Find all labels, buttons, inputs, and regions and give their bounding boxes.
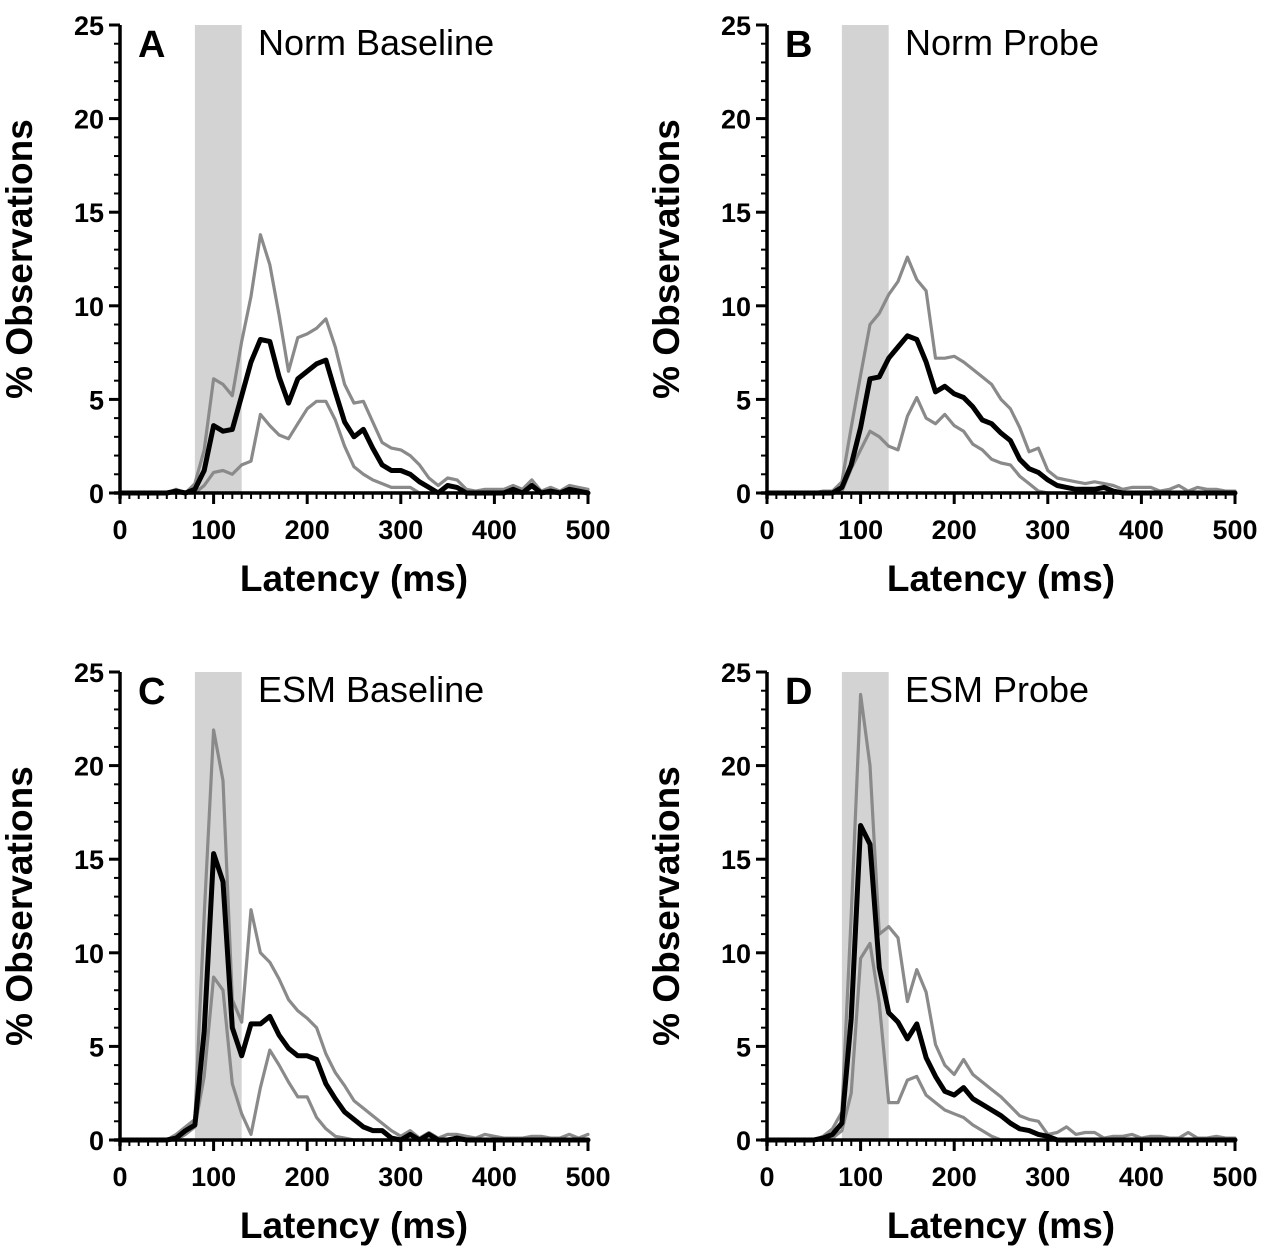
x-tick-label: 100 <box>838 1162 883 1192</box>
x-axis-title: Latency (ms) <box>887 558 1115 599</box>
panel-a: 0 100 200 300 400 500 0 5 10 15 20 25 Latency (ms) % … <box>0 11 611 599</box>
panel-d: 0 100 200 300 400 500 0 5 10 15 20 25 Latency (ms) % … <box>646 658 1258 1246</box>
series-line-lower <box>118 975 590 1142</box>
y-tick-label: 25 <box>74 11 104 41</box>
y-tick-label: 15 <box>721 845 751 875</box>
x-tick-label: 100 <box>191 515 236 545</box>
y-tick-label: 15 <box>74 845 104 875</box>
x-tick-label: 500 <box>565 1162 610 1192</box>
y-tick-label: 25 <box>721 658 751 688</box>
x-tick-label: 300 <box>1025 515 1070 545</box>
x-tick-label: 400 <box>472 1162 517 1192</box>
panel-title: ESM Baseline <box>258 669 484 710</box>
x-tick-label: 300 <box>1025 1162 1070 1192</box>
x-tick-label: 100 <box>838 515 883 545</box>
y-tick-label: 20 <box>74 105 104 135</box>
x-tick-label: 0 <box>112 1162 127 1192</box>
series-line-upper <box>765 692 1237 1142</box>
x-tick-label: 100 <box>191 1162 236 1192</box>
x-tick-label: 500 <box>1212 1162 1257 1192</box>
x-tick-label: 200 <box>932 1162 977 1192</box>
y-tick-label: 10 <box>721 292 751 322</box>
series-line-upper <box>765 255 1237 495</box>
panel-b: 0 100 200 300 400 500 0 5 10 15 20 25 Latency (ms) % … <box>646 11 1258 599</box>
series-line-upper <box>118 233 590 495</box>
y-tick-label: 25 <box>74 658 104 688</box>
y-tick-label: 20 <box>721 752 751 782</box>
x-axis-title: Latency (ms) <box>240 558 468 599</box>
x-tick-label: 400 <box>1119 1162 1164 1192</box>
x-tick-label: 300 <box>378 515 423 545</box>
panel-title: ESM Probe <box>905 669 1089 710</box>
panel-letter: B <box>785 24 812 66</box>
y-tick-label: 10 <box>721 939 751 969</box>
y-tick-label: 5 <box>89 1032 104 1062</box>
y-tick-label: 20 <box>721 105 751 135</box>
x-tick-label: 500 <box>565 515 610 545</box>
y-tick-label: 0 <box>89 1126 104 1156</box>
series-line-upper <box>118 728 590 1142</box>
series-line-lower <box>118 399 590 495</box>
y-tick-label: 5 <box>736 1032 751 1062</box>
y-axis-title: % Observations <box>0 119 40 399</box>
x-tick-label: 200 <box>932 515 977 545</box>
y-tick-label: 0 <box>736 479 751 509</box>
panel-title: Norm Probe <box>905 22 1099 63</box>
y-tick-label: 25 <box>721 11 751 41</box>
x-tick-label: 200 <box>285 515 330 545</box>
y-tick-label: 5 <box>89 385 104 415</box>
x-tick-label: 0 <box>112 515 127 545</box>
series-line-lower <box>765 395 1237 495</box>
y-tick-label: 5 <box>736 385 751 415</box>
panel-c: 0 100 200 300 400 500 0 5 10 15 20 25 Latency (ms) % … <box>0 658 611 1246</box>
panel-letter: D <box>785 671 812 713</box>
x-axis-title: Latency (ms) <box>887 1205 1115 1246</box>
x-axis-title: Latency (ms) <box>240 1205 468 1246</box>
x-tick-label: 300 <box>378 1162 423 1192</box>
y-tick-label: 10 <box>74 292 104 322</box>
series-line-mean <box>764 823 1238 1143</box>
panel-letter: C <box>138 671 165 713</box>
y-axis-title: % Observations <box>646 766 687 1046</box>
series-line-mean <box>764 333 1238 496</box>
y-tick-label: 0 <box>89 479 104 509</box>
series-line-mean <box>117 851 591 1143</box>
shaded-window <box>841 25 889 493</box>
y-axis-title: % Observations <box>646 119 687 399</box>
x-tick-label: 500 <box>1212 515 1257 545</box>
x-tick-label: 200 <box>285 1162 330 1192</box>
x-tick-label: 0 <box>759 515 774 545</box>
x-tick-label: 0 <box>759 1162 774 1192</box>
y-axis-title: % Observations <box>0 766 40 1046</box>
series-line-lower <box>765 941 1237 1142</box>
y-tick-label: 15 <box>74 198 104 228</box>
y-tick-label: 20 <box>74 752 104 782</box>
panel-letter: A <box>138 24 165 66</box>
x-tick-label: 400 <box>472 515 517 545</box>
series-line-mean <box>117 337 591 496</box>
y-tick-label: 15 <box>721 198 751 228</box>
y-tick-label: 0 <box>736 1126 751 1156</box>
panel-title: Norm Baseline <box>258 22 494 63</box>
x-tick-label: 400 <box>1119 515 1164 545</box>
y-tick-label: 10 <box>74 939 104 969</box>
